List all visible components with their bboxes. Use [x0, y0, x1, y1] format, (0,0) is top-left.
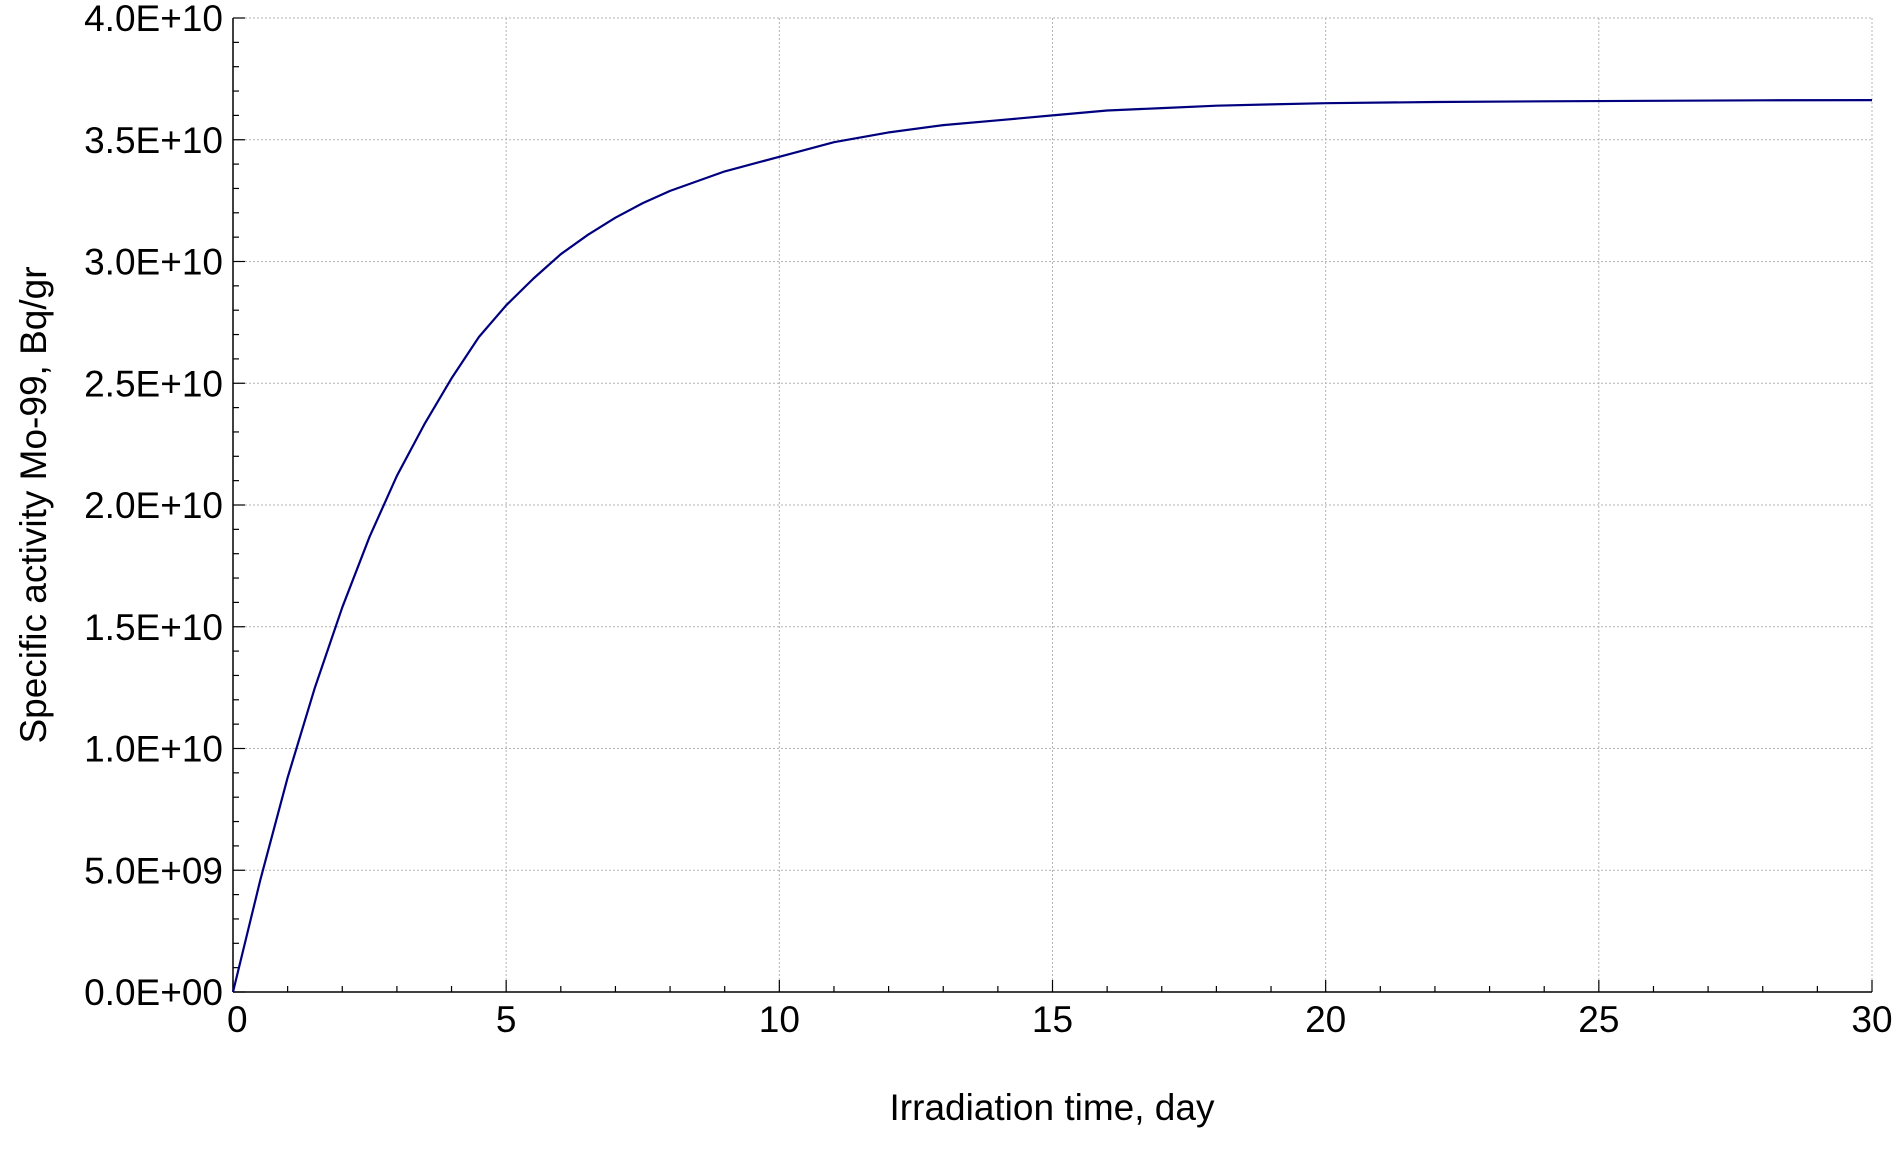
y-axis-label: Specific activity Mo-99, Bq/gr	[13, 266, 54, 743]
x-tick-label: 20	[1305, 999, 1346, 1040]
x-tick-label: 5	[496, 999, 517, 1040]
x-tick-label: 10	[759, 999, 800, 1040]
x-tick-label: 15	[1032, 999, 1073, 1040]
minor-ticks	[232, 17, 1873, 993]
x-tick-label: 0	[227, 999, 248, 1040]
y-tick-label: 2.0E+10	[84, 485, 223, 526]
x-tick-labels: 0 5 10 15 20 25 30	[227, 999, 1893, 1040]
axes	[232, 18, 1872, 993]
x-tick-label: 25	[1578, 999, 1619, 1040]
y-tick-labels: 0.0E+00 5.0E+09 1.0E+10 1.5E+10 2.0E+10 2.5E+…	[84, 0, 223, 1013]
y-tick-label: 1.0E+10	[84, 729, 223, 770]
y-tick-label: 1.5E+10	[84, 607, 223, 648]
y-tick-label: 4.0E+10	[84, 0, 223, 39]
grid-lines	[233, 17, 1873, 992]
y-tick-label: 0.0E+00	[84, 972, 223, 1013]
y-tick-label: 3.5E+10	[84, 120, 223, 161]
x-axis-label: Irradiation time, day	[890, 1087, 1215, 1128]
y-tick-label: 5.0E+09	[84, 850, 223, 891]
y-tick-label: 3.0E+10	[84, 242, 223, 283]
series-layer	[231, 99, 1873, 993]
x-tick-label: 30	[1851, 999, 1892, 1040]
y-tick-label: 2.5E+10	[84, 363, 223, 404]
series-line	[231, 99, 1873, 993]
